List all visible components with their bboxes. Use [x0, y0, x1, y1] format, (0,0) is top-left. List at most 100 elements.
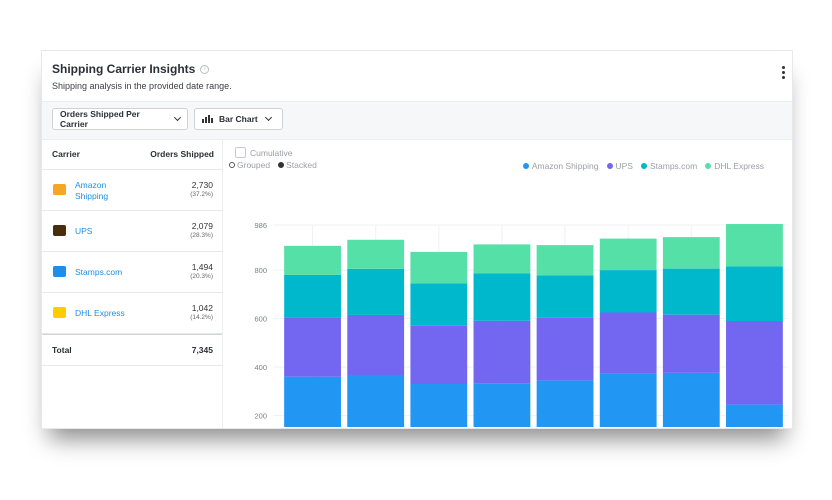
- orders-percent: (37.2%): [190, 191, 213, 198]
- orders-percent: (20.3%): [190, 273, 213, 280]
- legend-item[interactable]: DHL Express: [705, 161, 764, 171]
- table-row: UPS 2,079 (28.3%): [42, 211, 222, 252]
- ups-logo-icon: [53, 225, 66, 236]
- column-header-carrier[interactable]: Carrier: [52, 149, 80, 159]
- bar-segment: [473, 383, 531, 427]
- bar-segment: [473, 244, 531, 274]
- card-title: Shipping Carrier Insights: [52, 62, 196, 76]
- legend-swatch: [606, 163, 613, 169]
- card-header: Shipping Carrier Insights i Shipping ana…: [42, 51, 792, 101]
- bar-segment: [410, 251, 468, 284]
- cumulative-label: Cumulative: [250, 147, 293, 158]
- legend-swatch: [522, 163, 529, 169]
- stacked-radio-dot: [278, 162, 285, 168]
- bar-segment: [347, 314, 405, 376]
- cumulative-toggle[interactable]: Cumulative: [235, 147, 293, 158]
- legend-item[interactable]: Amazon Shipping: [522, 161, 599, 171]
- bar-segment: [536, 317, 594, 381]
- title-row: Shipping Carrier Insights i: [52, 62, 210, 76]
- cumulative-checkbox[interactable]: [235, 147, 246, 158]
- legend-item[interactable]: Stamps.com: [640, 161, 698, 171]
- bar-segment: [599, 312, 657, 374]
- grouped-label: Grouped: [237, 160, 271, 170]
- table-row: Amazon Shipping 2,730 (37.2%): [42, 170, 222, 211]
- legend-label: UPS: [615, 161, 633, 171]
- bar-segment: [347, 375, 405, 427]
- bar-segment: [726, 224, 783, 267]
- total-value: 7,345: [191, 345, 213, 355]
- y-tick-label: 986: [254, 221, 267, 230]
- bar-segment: [410, 325, 468, 385]
- metric-select-label: Orders Shipped Per Carrier: [60, 109, 140, 129]
- column-header-orders-shipped[interactable]: Orders Shipped: [150, 149, 214, 159]
- bar-segment: [662, 237, 720, 269]
- legend-swatch: [705, 163, 712, 169]
- chart-area: Cumulative Grouped Stacked Amazon Shippi…: [223, 139, 792, 428]
- table-header: Carrier Orders Shipped: [42, 139, 222, 170]
- stacked-bar-chart: 0200400600800986Jun 9, 2021Jun 10, 2021J…: [254, 221, 788, 427]
- bar-segment: [410, 384, 468, 427]
- info-icon[interactable]: i: [200, 64, 210, 74]
- chevron-down-icon: [264, 113, 272, 122]
- bar-segment: [536, 245, 594, 276]
- table-row: Stamps.com 1,494 (20.3%): [42, 252, 222, 293]
- bar-segment: [726, 320, 783, 405]
- bar-segment: [284, 274, 341, 318]
- table-total-row: Total 7,345: [42, 334, 222, 366]
- y-tick-label: 400: [254, 363, 267, 372]
- carrier-name-link[interactable]: Amazon Shipping: [75, 180, 109, 201]
- legend-label: DHL Express: [714, 161, 764, 171]
- chart-type-select-label: Bar Chart: [219, 114, 258, 124]
- table-body: Amazon Shipping 2,730 (37.2%) UPS 2,079 (28.3…: [42, 170, 222, 334]
- y-tick-label: 200: [254, 412, 267, 421]
- orders-value: 1,494 (20.3%): [190, 262, 213, 282]
- legend-label: Stamps.com: [649, 161, 698, 171]
- carrier-name-link[interactable]: UPS: [75, 226, 93, 236]
- bar-segment: [347, 239, 405, 269]
- bar-segment: [662, 268, 720, 315]
- bar-segment: [599, 270, 657, 313]
- bar-segment: [473, 273, 531, 321]
- more-options-icon[interactable]: [780, 66, 786, 79]
- bar-segment: [726, 404, 783, 427]
- orders-count: 1,494: [191, 262, 213, 272]
- bar-segment: [284, 245, 341, 275]
- amazon-truck-icon: [53, 184, 66, 195]
- bar-segment: [536, 380, 594, 427]
- grouped-radio-dot: [229, 162, 235, 168]
- bar-segment: [536, 275, 594, 318]
- carrier-name-link[interactable]: DHL Express: [75, 308, 125, 318]
- chart-type-select[interactable]: Bar Chart: [194, 108, 283, 130]
- bar-segment: [347, 268, 405, 315]
- bar-segment: [473, 320, 531, 384]
- bar-segment: [599, 238, 657, 271]
- grouped-radio[interactable]: Grouped: [229, 160, 270, 170]
- table-row: DHL Express 1,042 (14.2%): [42, 293, 222, 334]
- dhl-logo-icon: [53, 307, 66, 318]
- orders-value: 1,042 (14.2%): [190, 303, 213, 323]
- orders-value: 2,079 (28.3%): [190, 221, 213, 241]
- stacked-radio[interactable]: Stacked: [278, 160, 317, 170]
- bar-segment: [284, 376, 341, 427]
- legend-item[interactable]: UPS: [606, 161, 633, 171]
- y-tick-label: 800: [254, 266, 267, 275]
- orders-count: 1,042: [191, 303, 213, 313]
- carrier-table: Carrier Orders Shipped Amazon Shipping 2,…: [42, 139, 223, 428]
- shipping-carrier-insights-card: Shipping Carrier Insights i Shipping ana…: [41, 50, 793, 429]
- orders-percent: (14.2%): [190, 314, 213, 321]
- toolbar: Orders Shipped Per Carrier Bar Chart: [42, 101, 792, 140]
- card-subtitle: Shipping analysis in the provided date r…: [52, 81, 232, 91]
- legend-swatch: [640, 163, 647, 169]
- legend-label: Amazon Shipping: [531, 161, 599, 171]
- bar-segment: [662, 314, 720, 373]
- total-label: Total: [52, 345, 72, 355]
- carrier-name-link[interactable]: Stamps.com: [75, 267, 123, 277]
- metric-select[interactable]: Orders Shipped Per Carrier: [52, 108, 188, 130]
- chart-legend: Amazon Shipping UPS Stamps.com DHL Express: [522, 161, 764, 171]
- bar-chart-icon: [202, 115, 213, 123]
- stamps-logo-icon: [53, 266, 66, 277]
- bar-segment: [284, 317, 341, 377]
- stacked-label: Stacked: [286, 160, 317, 170]
- bar-segment: [662, 372, 720, 427]
- orders-count: 2,079: [191, 221, 213, 231]
